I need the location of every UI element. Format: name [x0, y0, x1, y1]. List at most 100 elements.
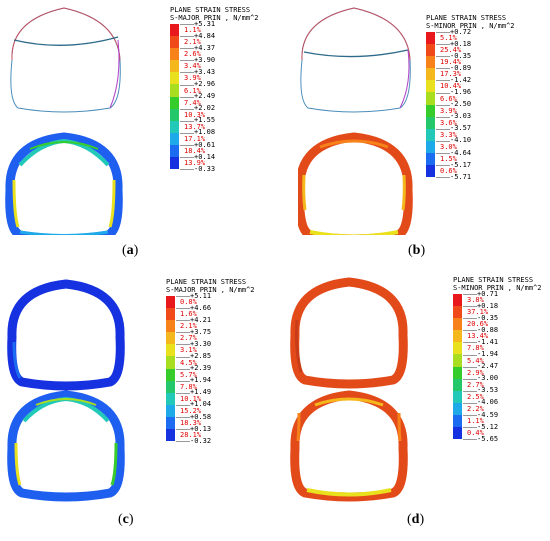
panel-c: PLANE STRAIN STRESS S-MAJOR PRIN , N/mm^…: [0, 270, 275, 541]
color-swatch: [166, 380, 175, 393]
legend-percent: 3.1%: [180, 346, 197, 355]
legend-value: +0.61: [194, 140, 216, 149]
legend-c: PLANE STRAIN STRESS S-MAJOR PRIN , N/mm^…: [166, 278, 266, 496]
legend-percent: 3.0%: [440, 142, 457, 151]
caption-a: (a): [122, 243, 139, 258]
legend-value: +0.14: [194, 152, 216, 161]
legend-tick: [176, 417, 190, 418]
legend-tick: [180, 96, 194, 98]
color-swatch: [170, 108, 179, 121]
legend-percent: 0.6%: [440, 167, 457, 176]
legend-percent: 3.9%: [184, 74, 201, 83]
legend-percent: 2.6%: [184, 50, 201, 59]
color-swatch: [453, 402, 462, 415]
legend-percent: 5.7%: [180, 370, 197, 379]
color-swatch: [426, 56, 435, 69]
color-swatch: [426, 104, 435, 117]
excavation-line-a1: [13, 36, 119, 47]
legend-tick: [436, 104, 450, 106]
legend-tick: [436, 56, 450, 58]
legend-tick: [463, 330, 477, 332]
color-swatch: [426, 152, 435, 166]
color-swatch: [166, 392, 175, 405]
legend-value: -0.33: [194, 164, 216, 173]
legend-value: +1.94: [190, 376, 212, 385]
legend-tick: [176, 320, 190, 322]
legend-percent: 2.2%: [467, 404, 484, 413]
legend-tick: [176, 296, 190, 297]
color-swatch: [166, 404, 175, 417]
legend-percent: 2.5%: [467, 392, 484, 401]
tunnel-figure-b: [298, 7, 413, 235]
legend-tick: [176, 368, 190, 370]
legend-tick: [463, 378, 477, 380]
legend-percent: 1.6%: [180, 310, 197, 319]
color-swatch: [166, 416, 175, 430]
legend-value: +2.49: [194, 92, 216, 101]
legend-value: -5.65: [477, 434, 499, 443]
legend-body-a: 1.1% 2.1% 2.6% 3.4% 3.9% 6.1% 7.4% 10.3% 13.7% 17…: [170, 19, 270, 224]
legend-value: -0.89: [450, 63, 472, 72]
color-swatch: [170, 84, 179, 97]
legend-percent: 25.4%: [440, 46, 462, 55]
legend-tick: [463, 354, 477, 356]
color-swatch: [426, 32, 435, 45]
tunnel-crown-a1: [11, 7, 121, 61]
legend-percent: 20.6%: [467, 320, 489, 329]
legend-tick: [436, 44, 450, 46]
legend-value: +0.58: [190, 412, 212, 421]
legend-percent: 13.9%: [184, 159, 206, 168]
legend-percent: 1.5%: [440, 155, 457, 163]
legend-percent: 28.1%: [180, 431, 202, 440]
legend-value: -4.10: [450, 136, 472, 145]
tunnel-side-b1: [399, 49, 410, 109]
legend-value: +0.13: [190, 424, 212, 433]
color-swatch: [453, 318, 462, 331]
legend-percent: 19.4%: [440, 58, 462, 67]
legend-title-line1: PLANE STRAIN STRESS: [170, 6, 251, 14]
legend-percent: 2.9%: [467, 368, 484, 377]
legend-value: +4.21: [190, 315, 212, 324]
color-swatch: [166, 296, 175, 309]
legend-tick: [436, 140, 450, 142]
legend-value: +2.39: [190, 364, 212, 373]
legend-percent: 10.1%: [180, 394, 202, 403]
legend-percent: 7.8%: [180, 382, 197, 391]
legend-tick: [463, 366, 477, 368]
legend-value: -2.47: [477, 362, 499, 371]
legend-tick: [180, 132, 194, 134]
legend-value: +3.75: [190, 327, 212, 336]
legend-value: +3.43: [194, 67, 216, 76]
legend-tick: [176, 356, 190, 358]
color-swatch: [166, 356, 175, 369]
legend-percent: 3.4%: [184, 62, 201, 71]
legend-value: +5.31: [194, 19, 216, 28]
legend-percent: 18.3%: [180, 419, 202, 427]
legend-tick: [180, 84, 194, 86]
legend-tick: [180, 120, 194, 122]
legend-percent: 1.1%: [467, 417, 484, 425]
legend-value: -4.64: [450, 148, 472, 157]
color-scale-bar: [426, 32, 435, 178]
color-swatch: [426, 92, 435, 105]
legend-tick: [463, 402, 477, 404]
color-scale-bar: [166, 296, 175, 442]
legend-value: +0.72: [450, 27, 472, 36]
legend-value: +1.55: [194, 116, 216, 125]
tunnel-figure-c: [7, 279, 125, 502]
legend-value: +4.37: [194, 43, 216, 52]
legend-tick: [180, 48, 194, 50]
caption-c: (c): [118, 512, 134, 527]
legend-percent: 0.4%: [467, 429, 484, 438]
contour-ring-d2: [290, 390, 408, 502]
legend-title-line1: PLANE STRAIN STRESS: [426, 14, 507, 22]
legend-value: -5.12: [477, 422, 499, 431]
legend-value: -0.32: [190, 436, 212, 445]
color-swatch: [453, 330, 462, 343]
legend-title-line2: S-MINOR PRIN , N/mm^2: [426, 22, 515, 30]
legend-title-line2: S-MINOR PRIN , N/mm^2: [453, 284, 542, 292]
legend-percent: 17.3%: [440, 70, 462, 79]
legend-percent: 3.3%: [440, 130, 457, 139]
legend-value: +2.96: [194, 80, 216, 88]
color-swatch: [453, 294, 462, 307]
